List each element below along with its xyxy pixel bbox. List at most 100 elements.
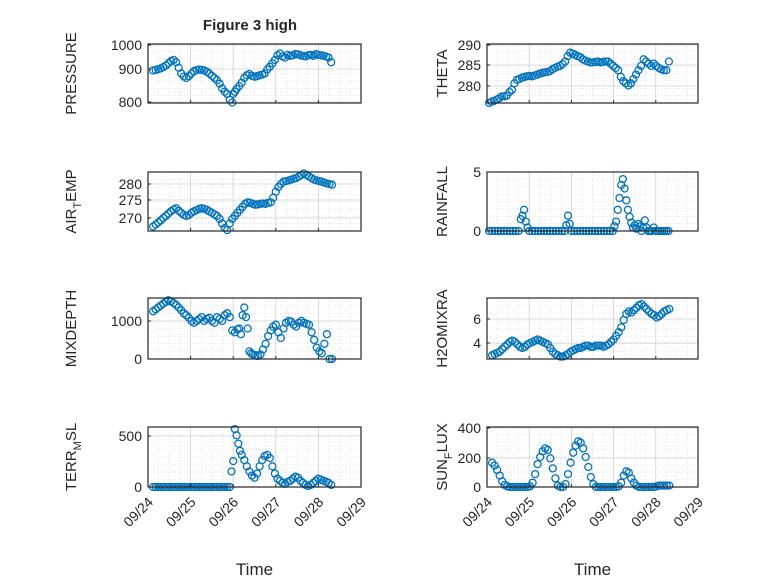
data-point — [649, 310, 659, 320]
data-point — [215, 79, 224, 88]
data-point — [631, 70, 641, 79]
y-tick-label: 280 — [119, 176, 143, 192]
data-point — [601, 57, 610, 66]
y-axis-label: RAINFALL — [434, 166, 451, 237]
data-point — [245, 467, 254, 476]
axes-box — [486, 171, 699, 232]
data-point — [490, 461, 499, 470]
data-point — [665, 304, 674, 314]
data-point — [247, 471, 257, 480]
data-point — [220, 311, 229, 320]
data-point — [327, 180, 337, 189]
axes-box — [147, 297, 362, 360]
data-point — [604, 340, 613, 349]
data-point — [210, 73, 219, 83]
data-point — [240, 303, 249, 312]
y-tick-label: 275 — [119, 192, 143, 208]
data-point — [611, 217, 621, 226]
subplot-theta: 280 285 290 THETA — [434, 37, 699, 108]
data-point — [591, 341, 601, 350]
data-point — [613, 205, 622, 214]
data-point — [296, 476, 305, 485]
data-point — [664, 57, 674, 66]
data-point — [271, 320, 280, 329]
data-point — [505, 87, 514, 97]
data-point — [225, 312, 234, 322]
axes-box — [147, 171, 362, 232]
data-point — [556, 352, 565, 361]
y-tick-label: 1000 — [111, 37, 142, 53]
data-point — [161, 61, 171, 70]
data-point — [227, 467, 236, 476]
y-tick-label: 5 — [473, 164, 481, 180]
data-point — [187, 316, 196, 326]
data-point — [184, 72, 194, 81]
data-point — [286, 476, 295, 485]
data-point — [637, 299, 646, 309]
data-point — [561, 479, 570, 489]
y-tick-label: 800 — [119, 94, 143, 110]
subplot-pressure: 800 900 1000 PRESSURE — [63, 32, 362, 115]
data-point — [519, 205, 529, 214]
y-axis-label: TERRMSL — [63, 423, 84, 491]
data-point — [263, 65, 272, 74]
data-point — [315, 347, 324, 356]
data-point — [500, 342, 509, 351]
data-point — [260, 69, 269, 78]
data-point — [641, 57, 651, 66]
data-point — [586, 472, 595, 482]
data-point — [622, 309, 631, 319]
data-point — [235, 446, 245, 455]
data-point — [581, 452, 590, 462]
data-point — [649, 59, 658, 68]
data-point — [322, 330, 332, 339]
data-point — [642, 304, 651, 314]
data-point — [156, 216, 165, 225]
data-point — [548, 464, 557, 473]
data-point — [161, 211, 171, 221]
data-point — [246, 349, 256, 358]
data-point — [320, 339, 329, 348]
y-tick-label: 500 — [119, 428, 143, 444]
data-point — [606, 337, 616, 347]
data-point — [622, 196, 631, 205]
data-point — [217, 219, 227, 228]
data-point — [546, 454, 555, 463]
data-point — [634, 66, 643, 75]
data-point — [309, 478, 318, 488]
y-axis-label: PRESSURE — [63, 32, 80, 115]
data-point — [164, 209, 173, 218]
axes-box — [486, 43, 699, 104]
data-point — [563, 211, 573, 220]
subplot-mixdepth: 0 1000 MIXDEPTH — [63, 290, 362, 367]
data-point — [566, 458, 575, 467]
y-tick-label: 0 — [473, 479, 481, 495]
data-point — [659, 66, 668, 75]
axes-box — [147, 43, 362, 104]
axes-box — [486, 297, 699, 360]
data-point — [510, 337, 520, 347]
data-point — [317, 349, 326, 358]
data-point — [629, 74, 638, 84]
data-point — [655, 312, 664, 321]
data-point — [551, 474, 560, 483]
data-point — [241, 312, 251, 322]
data-point — [243, 324, 252, 333]
y-axis-label: THETA — [434, 49, 451, 97]
y-tick-label: 900 — [119, 61, 143, 77]
y-tick-label: 0 — [134, 479, 142, 495]
x-axis-label: Time — [236, 560, 273, 579]
y-tick-label: 4 — [473, 335, 481, 351]
data-point — [271, 187, 280, 196]
data-point — [521, 217, 530, 226]
data-point — [558, 59, 567, 69]
data-point — [258, 455, 267, 465]
y-axis-label: H2OMIXRA — [434, 289, 451, 367]
data-point — [281, 53, 290, 62]
data-point — [574, 343, 583, 353]
data-point — [235, 324, 244, 333]
data-point — [236, 330, 246, 339]
data-point — [620, 184, 629, 193]
data-point — [232, 431, 241, 440]
